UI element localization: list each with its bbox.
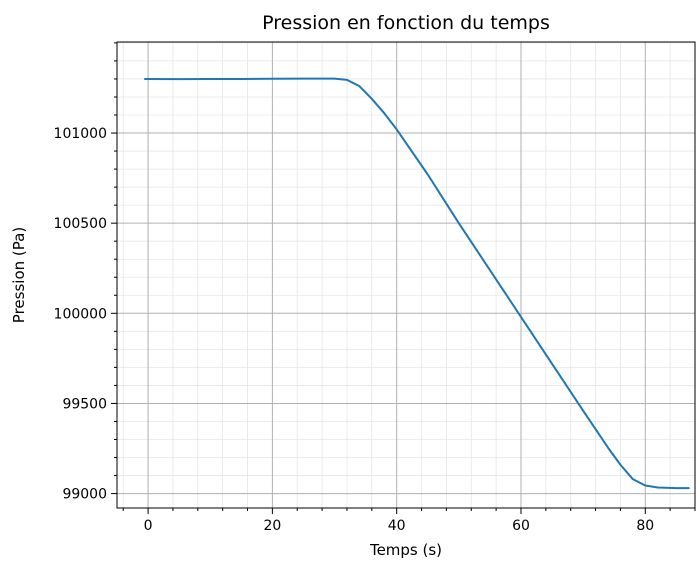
series-line-0	[143, 77, 690, 490]
minor-grid	[117, 42, 696, 508]
x-tick-label: 60	[512, 518, 530, 534]
x-tick-label: 80	[636, 518, 654, 534]
y-tick-label: 99000	[62, 487, 107, 503]
y-axis-label: Pression (Pa)	[10, 227, 28, 323]
y-tick-label: 99500	[62, 396, 107, 412]
x-axis-label: Temps (s)	[369, 541, 442, 559]
chart-title: Pression en fonction du temps	[262, 12, 550, 34]
x-tick-label: 0	[144, 518, 153, 534]
x-tick-label: 40	[388, 518, 406, 534]
y-tick-label: 100000	[54, 306, 107, 322]
major-grid	[117, 42, 695, 508]
tick-labels: 0 20 40 60 80 99000 99500 100000 100500 101000	[54, 126, 655, 534]
y-tick-label: 101000	[54, 126, 107, 142]
ticks	[111, 42, 696, 514]
series-layer	[143, 77, 690, 490]
x-tick-label: 20	[263, 518, 281, 534]
y-tick-label: 100500	[54, 216, 107, 232]
plot-frame	[116, 41, 696, 509]
